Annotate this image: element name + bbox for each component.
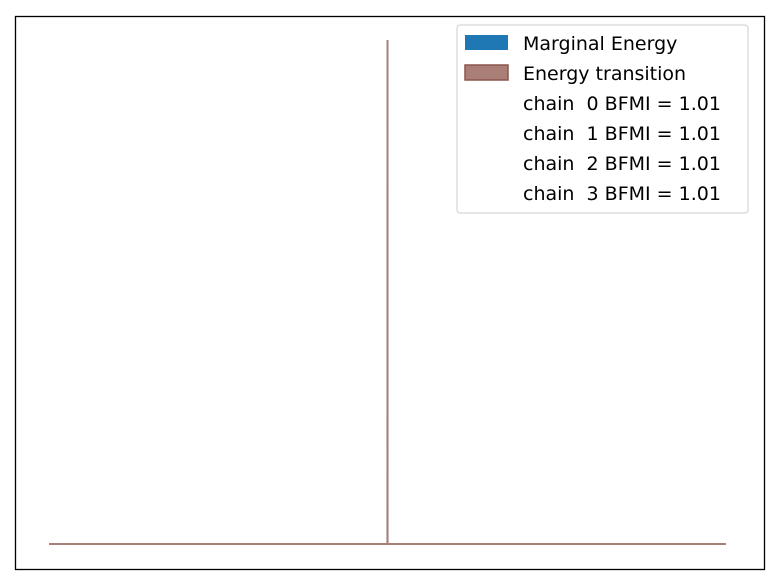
legend-swatch-1 — [464, 64, 509, 81]
legend-label-1: Energy transition — [523, 63, 686, 85]
series-1-line — [49, 39, 726, 545]
legend-label-0: Marginal Energy — [523, 33, 677, 55]
legend-swatch-0 — [465, 35, 508, 50]
legend-label-4: chain 2 BFMI = 1.01 — [523, 153, 721, 175]
legend-label-3: chain 1 BFMI = 1.01 — [523, 123, 721, 145]
legend-box — [456, 24, 749, 214]
legend-label-5: chain 3 BFMI = 1.01 — [523, 183, 721, 205]
series-layer — [49, 39, 726, 545]
legend-label-2: chain 0 BFMI = 1.01 — [523, 93, 721, 115]
legend: Marginal Energy Energy transition chain 0 … — [456, 24, 749, 214]
